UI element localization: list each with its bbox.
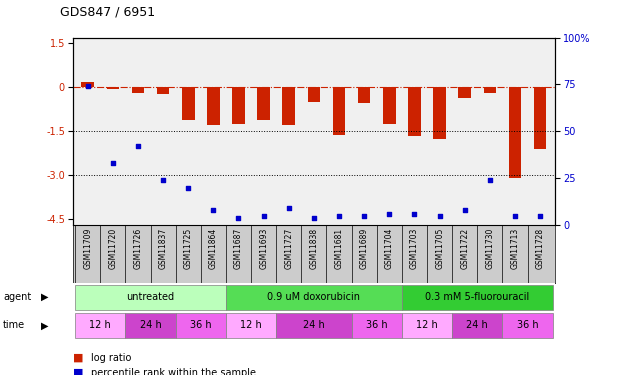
Point (208, 207, 218, 213)
Bar (226, 285, 402, 310)
Bar (402, 313, 452, 338)
Text: untreated: untreated (126, 292, 175, 302)
Bar (534, 87, 546, 149)
Point (435, 213, 445, 219)
Bar (283, 87, 295, 125)
Point (133, 143, 143, 149)
Point (535, 213, 545, 219)
Bar (207, 87, 220, 125)
Point (158, 177, 168, 183)
Bar (483, 87, 496, 93)
Point (83, 83, 93, 89)
Point (309, 214, 319, 220)
Bar (502, 313, 553, 338)
Text: GSM11727: GSM11727 (285, 228, 293, 269)
Bar (276, 313, 351, 338)
Text: GSM11693: GSM11693 (259, 228, 268, 269)
Point (259, 213, 269, 219)
Bar (75, 285, 226, 310)
Text: GSM11728: GSM11728 (536, 228, 545, 269)
Text: GSM11864: GSM11864 (209, 228, 218, 269)
Bar (351, 313, 402, 338)
Text: GSM11713: GSM11713 (510, 228, 519, 269)
Text: ▶: ▶ (41, 292, 49, 302)
Text: agent: agent (3, 292, 32, 302)
Point (183, 184, 193, 190)
Text: GDS847 / 6951: GDS847 / 6951 (60, 6, 155, 19)
Text: 24 h: 24 h (303, 320, 325, 330)
Text: GSM11705: GSM11705 (435, 228, 444, 269)
Text: 0.9 uM doxorubicin: 0.9 uM doxorubicin (268, 292, 360, 302)
Text: GSM11703: GSM11703 (410, 228, 419, 269)
Point (334, 213, 344, 219)
Bar (433, 87, 446, 139)
Bar (358, 87, 370, 104)
Text: GSM11704: GSM11704 (385, 228, 394, 269)
Bar (459, 87, 471, 98)
Point (485, 177, 495, 183)
Point (108, 160, 118, 166)
Text: GSM11720: GSM11720 (109, 228, 117, 269)
Point (384, 211, 394, 217)
Bar (175, 313, 226, 338)
Bar (226, 313, 276, 338)
Text: GSM11837: GSM11837 (158, 228, 168, 269)
Text: GSM11722: GSM11722 (460, 228, 469, 269)
Text: GSM11725: GSM11725 (184, 228, 192, 269)
Bar (75, 313, 126, 338)
Bar (81, 82, 94, 87)
Text: GSM11726: GSM11726 (133, 228, 143, 269)
Text: 24 h: 24 h (139, 320, 162, 330)
Text: GSM11681: GSM11681 (334, 228, 343, 269)
Bar (402, 285, 553, 310)
Point (410, 211, 420, 217)
Point (284, 205, 294, 211)
Text: time: time (3, 320, 25, 330)
Bar (383, 87, 396, 124)
Point (359, 213, 369, 219)
Text: 12 h: 12 h (90, 320, 111, 330)
Bar (126, 313, 175, 338)
Text: ■: ■ (73, 353, 83, 363)
Text: GSM11689: GSM11689 (360, 228, 369, 269)
Text: log ratio: log ratio (91, 353, 132, 363)
Text: 36 h: 36 h (517, 320, 538, 330)
Bar (132, 87, 144, 93)
Text: 0.3 mM 5-fluorouracil: 0.3 mM 5-fluorouracil (425, 292, 529, 302)
Bar (408, 87, 421, 136)
Text: 12 h: 12 h (416, 320, 438, 330)
Bar (232, 87, 245, 124)
Bar (333, 87, 345, 135)
Text: GSM11730: GSM11730 (485, 228, 495, 269)
Text: 36 h: 36 h (190, 320, 211, 330)
Text: 12 h: 12 h (240, 320, 262, 330)
Text: percentile rank within the sample: percentile rank within the sample (91, 368, 256, 375)
Text: ▶: ▶ (41, 320, 49, 330)
Bar (452, 313, 502, 338)
Bar (182, 87, 194, 120)
Bar (156, 87, 169, 94)
Bar (308, 87, 320, 102)
Bar (509, 87, 521, 178)
Point (233, 214, 244, 220)
Text: GSM11709: GSM11709 (83, 228, 92, 269)
Text: GSM11687: GSM11687 (234, 228, 243, 269)
Text: 36 h: 36 h (366, 320, 387, 330)
Bar (257, 87, 270, 120)
Text: ■: ■ (73, 368, 83, 375)
Point (510, 213, 520, 219)
Point (460, 207, 470, 213)
Bar (107, 87, 119, 89)
Text: 24 h: 24 h (466, 320, 488, 330)
Text: GSM11838: GSM11838 (309, 228, 319, 269)
